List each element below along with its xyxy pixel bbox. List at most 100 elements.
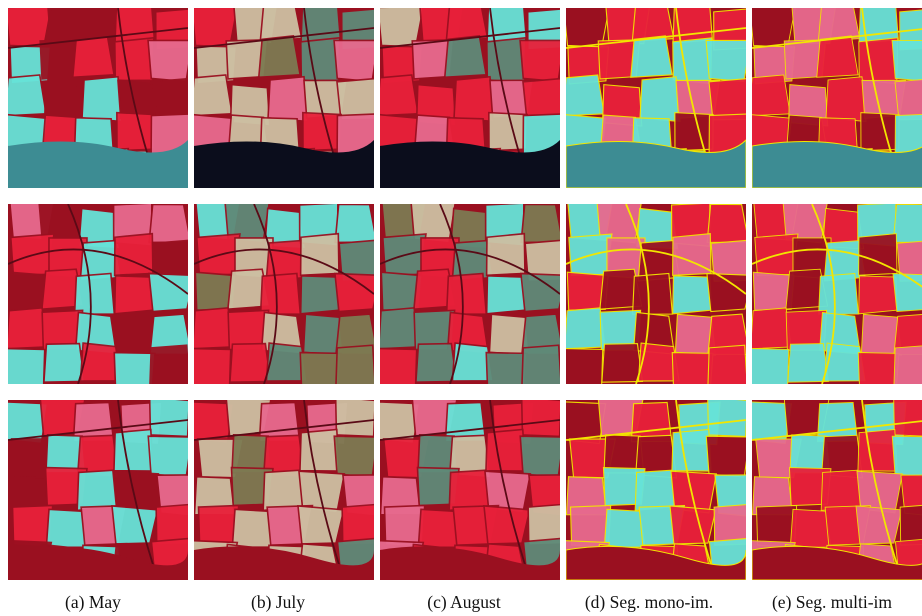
field-parcel <box>900 474 922 516</box>
field-parcel <box>752 348 790 384</box>
field-parcel <box>891 39 922 82</box>
satellite-image <box>752 400 922 580</box>
field-parcel <box>485 428 526 472</box>
road-line <box>8 400 188 580</box>
field-parcel <box>299 351 342 384</box>
field-parcel <box>639 76 681 123</box>
satellite-image <box>194 400 374 580</box>
field-parcel <box>338 239 374 283</box>
field-parcel <box>857 428 898 472</box>
satellite-image <box>752 8 922 188</box>
image-may-site-2 <box>8 204 188 384</box>
image-may-site-3 <box>8 400 188 580</box>
field-parcel <box>705 435 746 478</box>
field-parcel <box>488 111 528 152</box>
field-parcel <box>707 400 746 438</box>
field-parcel <box>893 314 922 355</box>
field-parcel <box>76 469 118 512</box>
field-parcel <box>8 307 48 350</box>
field-parcel <box>566 271 609 311</box>
road-line <box>194 400 374 580</box>
field-parcel <box>453 75 495 123</box>
image-august-site-3 <box>380 400 560 580</box>
field-parcel <box>194 347 232 384</box>
field-parcel <box>267 75 309 123</box>
field-parcel <box>448 469 490 512</box>
field-parcel <box>708 78 746 121</box>
field-parcel <box>147 435 188 478</box>
field-parcel <box>672 275 713 315</box>
field-parcel <box>896 240 922 282</box>
field-parcel <box>519 39 560 83</box>
field-parcel <box>708 113 746 156</box>
field-parcel <box>520 400 560 438</box>
field-parcel <box>73 272 116 315</box>
image-august-site-2 <box>380 204 560 384</box>
image-seg_mono-site-2 <box>566 204 746 384</box>
field-parcel <box>155 503 188 546</box>
field-parcel <box>634 469 676 512</box>
field-parcel <box>752 74 791 117</box>
satellite-image <box>8 8 188 188</box>
field-parcel <box>334 204 374 244</box>
road-line <box>752 400 922 580</box>
field-parcel <box>671 351 714 384</box>
field-parcel <box>194 307 234 350</box>
image-july-site-2 <box>194 204 374 384</box>
field-parcel <box>257 35 302 79</box>
field-parcel <box>753 45 796 85</box>
field-parcel <box>485 275 527 315</box>
water-body <box>566 139 746 188</box>
field-parcel <box>893 400 922 437</box>
field-parcel <box>262 469 304 512</box>
field-parcel <box>341 503 374 546</box>
field-parcel <box>672 233 712 276</box>
road-line <box>8 204 188 384</box>
field-parcel <box>45 508 88 549</box>
image-seg_multi-site-1 <box>752 8 922 188</box>
field-parcel <box>603 508 646 548</box>
field-parcel <box>111 505 159 545</box>
field-parcel <box>671 428 712 472</box>
field-parcel <box>485 351 528 384</box>
field-parcel <box>333 435 374 478</box>
field-parcel <box>149 344 188 384</box>
satellite-image <box>194 204 374 384</box>
field-parcel <box>521 313 560 356</box>
field-parcel <box>669 505 717 545</box>
field-parcel <box>710 239 746 282</box>
field-parcel <box>892 204 922 243</box>
field-parcel <box>299 275 341 315</box>
field-parcel <box>818 273 859 315</box>
field-parcel <box>116 111 156 152</box>
field-parcel <box>820 469 862 511</box>
field-parcel <box>380 74 420 117</box>
field-parcel <box>825 76 867 122</box>
field-parcel <box>43 342 86 384</box>
field-parcel <box>752 307 792 350</box>
satellite-image <box>8 204 188 384</box>
field-parcel <box>302 111 342 152</box>
field-parcel <box>297 505 345 545</box>
image-may-site-1 <box>8 8 188 188</box>
forest-area <box>380 546 560 580</box>
field-parcel <box>148 400 188 438</box>
image-july-site-3 <box>194 400 374 580</box>
field-parcel <box>485 232 526 277</box>
road-line <box>194 204 374 384</box>
field-parcel <box>891 435 922 477</box>
field-parcel <box>229 342 272 384</box>
caption-seg-mono: (d) Seg. mono-im. <box>584 592 714 612</box>
field-parcel <box>566 74 605 117</box>
field-parcel <box>334 272 374 313</box>
field-parcel <box>527 503 560 546</box>
field-parcel <box>336 77 374 121</box>
field-parcel <box>445 272 488 315</box>
image-seg_mono-site-1 <box>566 8 746 188</box>
field-parcel <box>706 272 746 313</box>
field-parcel <box>857 352 900 384</box>
field-parcel <box>706 204 746 243</box>
field-parcel <box>752 271 795 311</box>
satellite-image <box>380 8 560 188</box>
field-parcel <box>333 39 374 83</box>
